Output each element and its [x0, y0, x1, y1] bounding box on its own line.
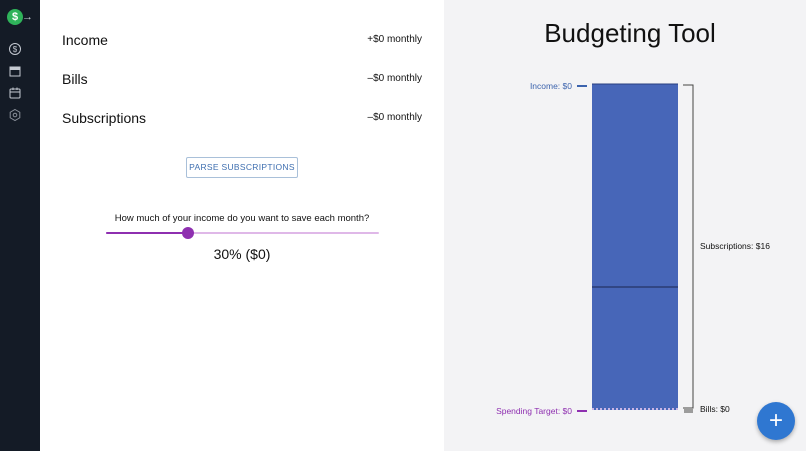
save-question-label: How much of your income do you want to s…	[114, 213, 370, 224]
slider-track[interactable]	[106, 232, 379, 234]
bills-label: Bills	[62, 71, 88, 87]
slider-thumb[interactable]	[182, 227, 194, 239]
page-title: Budgeting Tool	[544, 18, 716, 48]
subscriptions-chart-label: Subscriptions: $16	[700, 241, 770, 251]
subscriptions-row[interactable]: Subscriptions –$0 monthly	[62, 108, 422, 128]
budget-bar	[592, 84, 678, 410]
collapse-arrow-icon[interactable]: →	[22, 11, 33, 23]
spending-target-chart-label: Spending Target: $0	[496, 406, 572, 416]
income-row[interactable]: Income +$0 monthly	[62, 30, 422, 50]
sidebar-item-calendar-icon[interactable]	[8, 64, 22, 78]
budget-inputs-panel: Income +$0 monthly Bills –$0 monthly Sub…	[40, 0, 444, 451]
budget-visualization-panel: Budgeting Tool Income: $0 Spending Targe…	[444, 0, 806, 451]
income-chart-label: Income: $0	[530, 81, 572, 91]
budget-bar-chart: Income: $0 Spending Target: $0 Subscript…	[496, 81, 770, 416]
sidebar-item-gear-icon[interactable]	[8, 108, 22, 122]
svg-text:$: $	[13, 45, 18, 54]
sidebar-item-dollar-icon[interactable]: $	[8, 42, 22, 56]
income-amount: +$0 monthly	[367, 34, 422, 45]
sidebar: $ → $	[0, 0, 40, 451]
bills-amount: –$0 monthly	[367, 73, 422, 84]
subscriptions-bracket	[683, 84, 694, 409]
bills-chart-label: Bills: $0	[700, 404, 730, 414]
subscriptions-amount: –$0 monthly	[367, 112, 422, 123]
save-value-readout: 30% ($0)	[213, 246, 271, 262]
sidebar-item-calendar-outline-icon[interactable]	[8, 86, 22, 100]
parse-subscriptions-button[interactable]: PARSE SUBSCRIPTIONS	[186, 157, 298, 178]
bills-row[interactable]: Bills –$0 monthly	[62, 69, 422, 89]
income-label: Income	[62, 32, 108, 48]
savings-slider[interactable]	[106, 227, 379, 241]
subscriptions-label: Subscriptions	[62, 110, 147, 126]
add-button[interactable]: +	[757, 402, 795, 440]
slider-fill	[106, 232, 188, 234]
app-logo-icon[interactable]: $	[7, 9, 23, 25]
